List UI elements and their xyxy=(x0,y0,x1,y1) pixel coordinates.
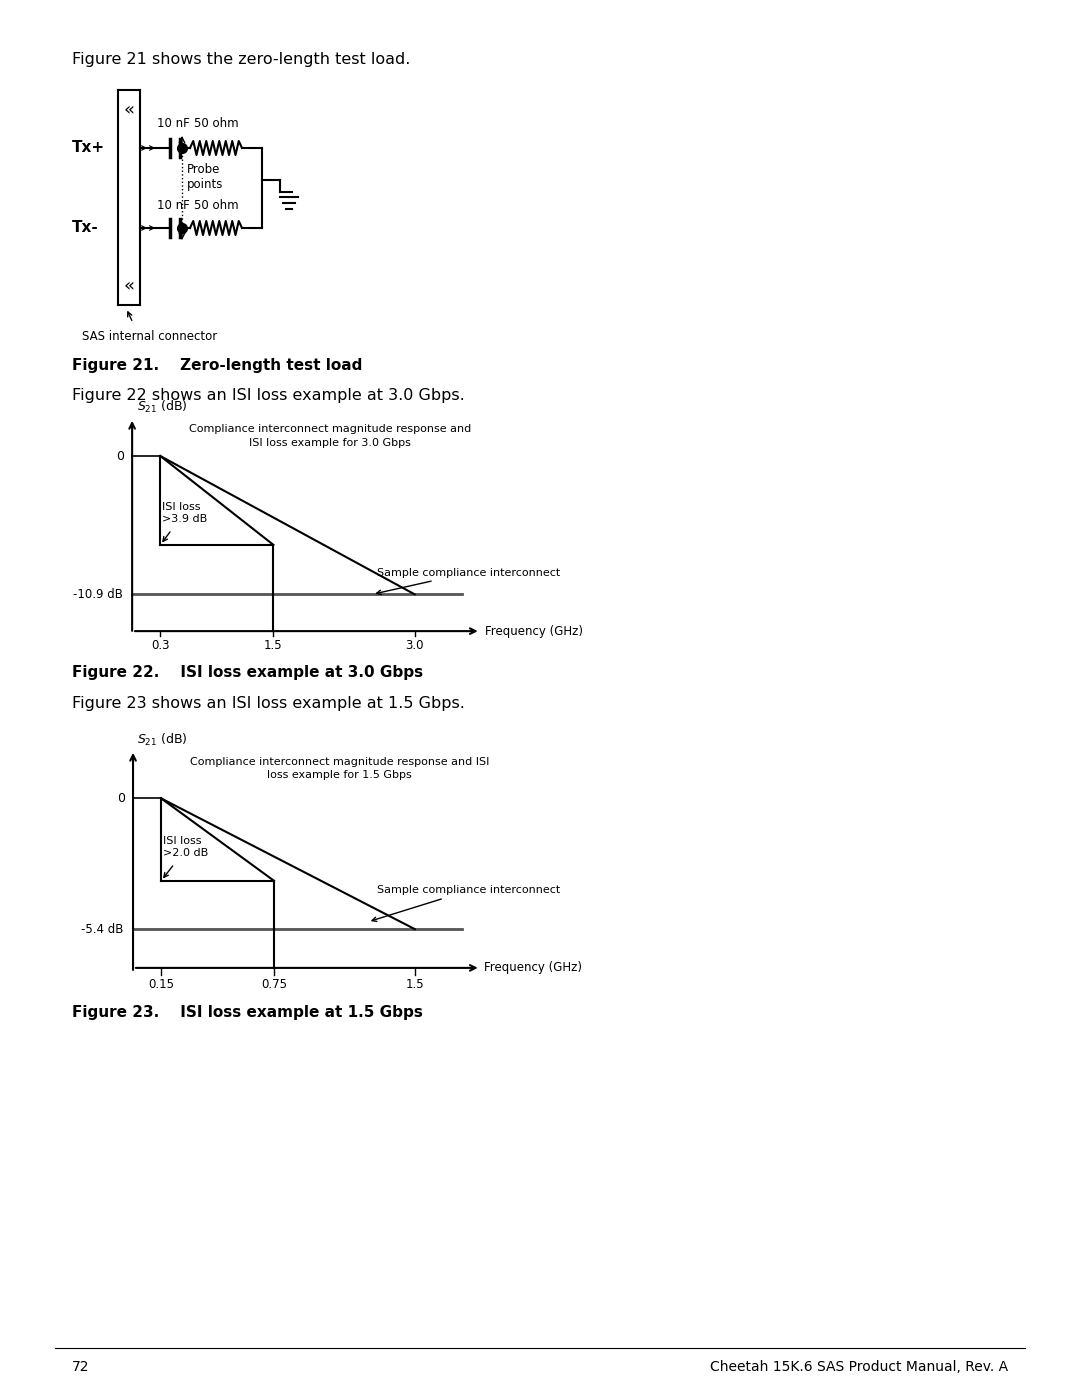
Text: Tx+: Tx+ xyxy=(72,141,105,155)
Text: «: « xyxy=(123,101,135,119)
Text: Probe
points: Probe points xyxy=(187,163,224,191)
Text: 3.0: 3.0 xyxy=(405,638,424,652)
Text: Frequency (GHz): Frequency (GHz) xyxy=(485,624,583,637)
Text: Compliance interconnect magnitude response and ISI
loss example for 1.5 Gbps: Compliance interconnect magnitude respon… xyxy=(190,757,489,781)
Text: Figure 21.    Zero-length test load: Figure 21. Zero-length test load xyxy=(72,358,363,373)
Text: Figure 23.    ISI loss example at 1.5 Gbps: Figure 23. ISI loss example at 1.5 Gbps xyxy=(72,1004,423,1020)
Text: $S_{21}$ (dB): $S_{21}$ (dB) xyxy=(137,400,188,415)
Text: -5.4 dB: -5.4 dB xyxy=(81,922,123,936)
Text: 0.75: 0.75 xyxy=(261,978,287,990)
Text: Sample compliance interconnect: Sample compliance interconnect xyxy=(377,567,561,595)
Text: 50 ohm: 50 ohm xyxy=(193,117,239,130)
Text: Cheetah 15K.6 SAS Product Manual, Rev. A: Cheetah 15K.6 SAS Product Manual, Rev. A xyxy=(710,1361,1008,1375)
Text: Sample compliance interconnect: Sample compliance interconnect xyxy=(372,886,561,922)
Text: 1.5: 1.5 xyxy=(265,638,283,652)
Text: ISI loss
>3.9 dB: ISI loss >3.9 dB xyxy=(162,503,207,524)
Text: SAS internal connector: SAS internal connector xyxy=(82,330,217,344)
Text: Figure 21 shows the zero-length test load.: Figure 21 shows the zero-length test loa… xyxy=(72,52,410,67)
Text: ISI loss
>2.0 dB: ISI loss >2.0 dB xyxy=(163,835,208,858)
Text: 72: 72 xyxy=(72,1361,90,1375)
Text: 0: 0 xyxy=(117,450,124,462)
Text: -10.9 dB: -10.9 dB xyxy=(72,588,123,601)
Text: 50 ohm: 50 ohm xyxy=(193,198,239,212)
Text: 10 nF: 10 nF xyxy=(157,198,189,212)
Text: Tx-: Tx- xyxy=(72,221,98,236)
Text: Frequency (GHz): Frequency (GHz) xyxy=(484,961,582,974)
Text: Figure 22 shows an ISI loss example at 3.0 Gbps.: Figure 22 shows an ISI loss example at 3… xyxy=(72,388,464,402)
Text: 0.3: 0.3 xyxy=(151,638,170,652)
Text: 1.5: 1.5 xyxy=(405,978,424,990)
Text: 10 nF: 10 nF xyxy=(157,117,189,130)
Text: Compliance interconnect magnitude response and
ISI loss example for 3.0 Gbps: Compliance interconnect magnitude respon… xyxy=(189,425,471,447)
Text: 0.15: 0.15 xyxy=(148,978,174,990)
Text: Figure 22.    ISI loss example at 3.0 Gbps: Figure 22. ISI loss example at 3.0 Gbps xyxy=(72,665,423,680)
Text: 0: 0 xyxy=(118,792,125,805)
Text: $S_{21}$ (dB): $S_{21}$ (dB) xyxy=(137,732,187,747)
Text: «: « xyxy=(123,277,135,295)
Text: Figure 23 shows an ISI loss example at 1.5 Gbps.: Figure 23 shows an ISI loss example at 1… xyxy=(72,696,464,711)
